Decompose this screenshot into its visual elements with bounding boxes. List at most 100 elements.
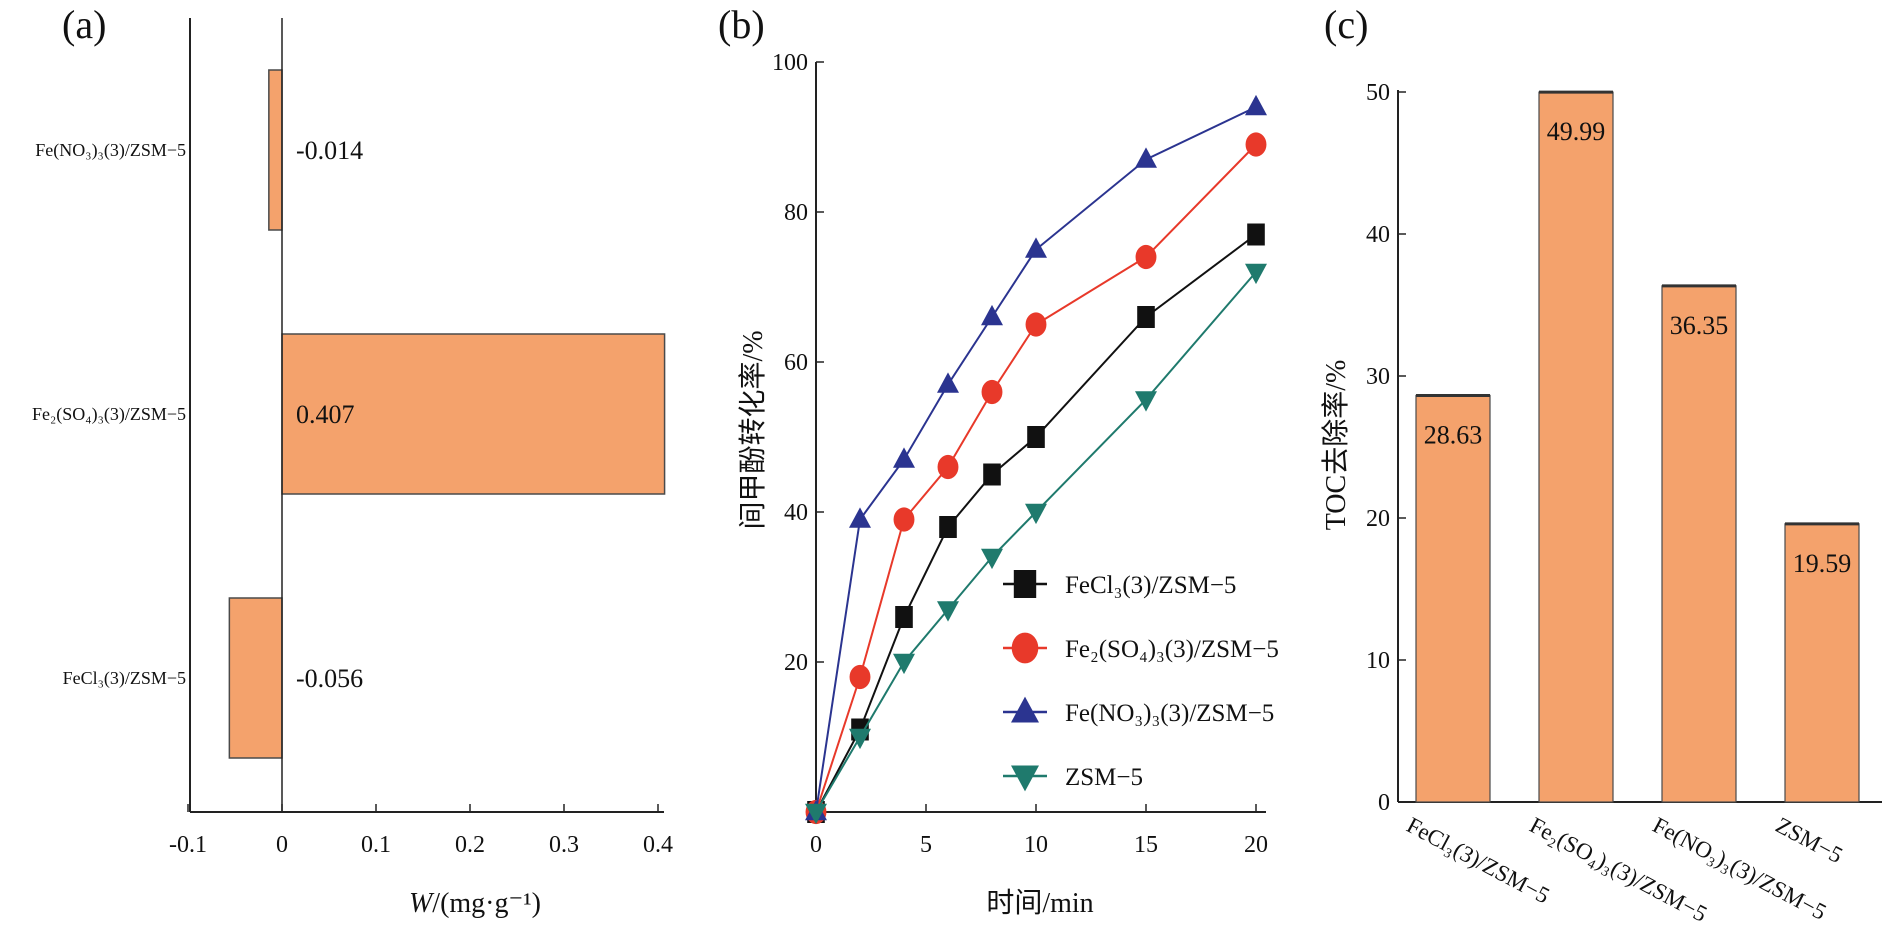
panel-b-data-point xyxy=(849,507,871,528)
panel-b-data-point xyxy=(849,728,871,750)
panel-a-bars xyxy=(228,69,666,759)
panel-b-data-point xyxy=(1025,503,1047,525)
panel-a-category-label: Fe₂(SO₄)₃(3)/ZSM−5 xyxy=(32,404,186,425)
panel-a-x-axis-title: W/(mg·g⁻¹) xyxy=(409,888,541,919)
panel-c-y-tick-label: 50 xyxy=(1366,80,1390,106)
panel-a-label: (a) xyxy=(62,2,106,47)
panel-b-data-point xyxy=(981,548,1003,570)
panel-b-legend-label: Fe(NO₃)₃(3)/ZSM−5 xyxy=(1065,700,1274,727)
panel-b-y-tick-label: 80 xyxy=(784,200,808,226)
panel-a-bar xyxy=(268,69,283,231)
panel-b-series-line xyxy=(815,106,1257,813)
panel-b-legend-label: FeCl₃(3)/ZSM−5 xyxy=(1065,572,1236,599)
panel-b-x-tick-label: 0 xyxy=(810,832,822,858)
panel-c-bars xyxy=(1415,90,1860,803)
panel-b-data-point xyxy=(981,379,1003,405)
panel-b-series-line xyxy=(815,271,1257,813)
panel-b-legend-marker xyxy=(1011,632,1039,664)
panel-b-legend-marker xyxy=(1013,570,1037,598)
panel-b-data-point xyxy=(937,372,959,393)
panel-c-value-label: 19.59 xyxy=(1793,549,1852,578)
panel-b-data-point xyxy=(937,454,959,480)
panel-a-value-labels: -0.014 0.407 -0.056 xyxy=(296,136,363,693)
panel-b-data-point xyxy=(1027,426,1045,448)
panel-b-data-point xyxy=(849,664,871,690)
panel-b-x-tick-label: 20 xyxy=(1244,832,1268,858)
panel-c-y-tick-label: 40 xyxy=(1366,222,1390,248)
panel-c-value-labels: 28.63 49.99 36.35 19.59 xyxy=(1424,117,1852,578)
panel-b-series-group xyxy=(805,94,1267,821)
panel-b-x-tick-label: 15 xyxy=(1134,832,1158,858)
panel-b-y-tick-label: 40 xyxy=(784,500,808,526)
panel-b-series-group xyxy=(805,263,1267,825)
panel-a-category-labels: Fe(NO₃)₃(3)/ZSM−5 Fe₂(SO₄)₃(3)/ZSM−5 FeCl₃… xyxy=(32,140,186,689)
panel-b-legend-label: ZSM−5 xyxy=(1065,764,1143,791)
panel-a-x-tick-label: 0 xyxy=(276,832,288,858)
panel-b-y-tick-label: 60 xyxy=(784,350,808,376)
panel-b-label: (b) xyxy=(718,2,765,47)
panel-c-y-tick-label: 30 xyxy=(1366,364,1390,390)
panel-c-category-label: ZSM−5 xyxy=(1772,812,1847,868)
panel-c-y-tick-label: 20 xyxy=(1366,506,1390,532)
panel-b-data-point xyxy=(1135,391,1157,412)
panel-b-x-tick-label: 5 xyxy=(920,832,932,858)
panel-a-category-label: FeCl₃(3)/ZSM−5 xyxy=(63,668,186,689)
panel-b-data-point xyxy=(1247,223,1265,246)
panel-b-legend-marker xyxy=(1011,765,1039,792)
panel-b-data-point xyxy=(1137,306,1155,328)
panel-a-x-tick-label: 0.2 xyxy=(455,832,485,858)
panel-b-y-tick-label: 20 xyxy=(784,650,808,676)
panel-c-category-labels: FeCl₃(3)/ZSM−5Fe₂(SO₄)₃(3)/ZSM−5Fe(NO₃)₃… xyxy=(1403,812,1847,926)
panel-c-y-tick-label: 10 xyxy=(1366,648,1390,674)
panel-b-x-axis-title: 时间/min xyxy=(986,887,1093,919)
panel-c-y-ticks: 0 10 20 30 40 50 xyxy=(1366,80,1406,816)
panel-b-series-line xyxy=(815,233,1257,813)
panel-b-data-point xyxy=(1025,237,1047,258)
panel-b-data-point xyxy=(895,606,913,628)
panel-b-x-tick-label: 10 xyxy=(1024,832,1048,858)
panel-b-legend-label: Fe₂(SO₄)₃(3)/ZSM−5 xyxy=(1065,636,1279,663)
panel-b-series-line xyxy=(815,143,1257,813)
panel-b-data-point xyxy=(1245,132,1267,157)
panel-b-data-point xyxy=(1135,147,1157,168)
panel-a-x-tick-label: 0.1 xyxy=(361,832,391,858)
panel-b-series-group xyxy=(805,132,1267,825)
panel-b-data-point xyxy=(893,653,915,675)
panel-b-data-point xyxy=(1025,312,1047,337)
panel-b-legend: FeCl₃(3)/ZSM−5 Fe₂(SO₄)₃(3)/ZSM−5 Fe(NO₃)₃… xyxy=(1003,570,1279,792)
panel-a-chart: -0.1 0 0.1 0.2 0.3 0.4 Fe(NO₃)₃(3)/ZSM−5 Fe₂(S… xyxy=(32,18,673,919)
panel-b-chart: 0 5 10 15 20 20 40 60 80 100 FeCl₃(3)/ZSM−5 Fe₂(SO… xyxy=(737,50,1279,919)
panel-b-data-point xyxy=(983,463,1001,486)
panel-c-bar xyxy=(1538,91,1614,803)
panel-b-series xyxy=(805,94,1267,825)
panel-c-bar xyxy=(1784,523,1860,803)
panel-c-y-tick-label: 0 xyxy=(1378,790,1390,816)
panel-b-data-point xyxy=(893,447,915,468)
panel-a-bar xyxy=(228,597,283,759)
panel-c-y-axis-title: TOC去除率/% xyxy=(1320,360,1352,531)
panel-a-bar xyxy=(281,333,666,495)
panel-b-data-point xyxy=(981,304,1003,326)
panel-a-category-label: Fe(NO₃)₃(3)/ZSM−5 xyxy=(35,140,186,161)
panel-a-x-tick-label: 0.3 xyxy=(549,832,579,858)
panel-c-label: (c) xyxy=(1324,2,1368,47)
panel-a-value-label: 0.407 xyxy=(296,400,355,429)
panel-a-x-tick-label: -0.1 xyxy=(169,832,207,858)
panel-b-legend-marker xyxy=(1011,696,1039,723)
panel-c-value-label: 28.63 xyxy=(1424,420,1483,449)
panel-c-value-label: 36.35 xyxy=(1670,311,1729,340)
panel-c-chart: 0 10 20 30 40 50 28.63 49.99 36.35 19.59 FeCl₃(3… xyxy=(1320,80,1882,927)
panel-c-bar xyxy=(1661,285,1737,803)
panel-b-data-point xyxy=(1245,263,1267,285)
panel-b-ticks: 0 5 10 15 20 20 40 60 80 100 xyxy=(772,50,1268,858)
panel-b-data-point xyxy=(805,803,827,825)
panel-b-y-axis-title: 间甲酚转化率/% xyxy=(737,330,769,529)
panel-c-bar xyxy=(1415,394,1491,803)
panel-c-value-label: 49.99 xyxy=(1547,117,1606,146)
panel-a-value-label: -0.056 xyxy=(296,664,363,693)
panel-b-data-point xyxy=(937,601,959,622)
panel-b-y-tick-label: 100 xyxy=(772,50,808,76)
panel-b-data-point xyxy=(1135,244,1157,270)
panel-a-value-label: -0.014 xyxy=(296,136,363,165)
